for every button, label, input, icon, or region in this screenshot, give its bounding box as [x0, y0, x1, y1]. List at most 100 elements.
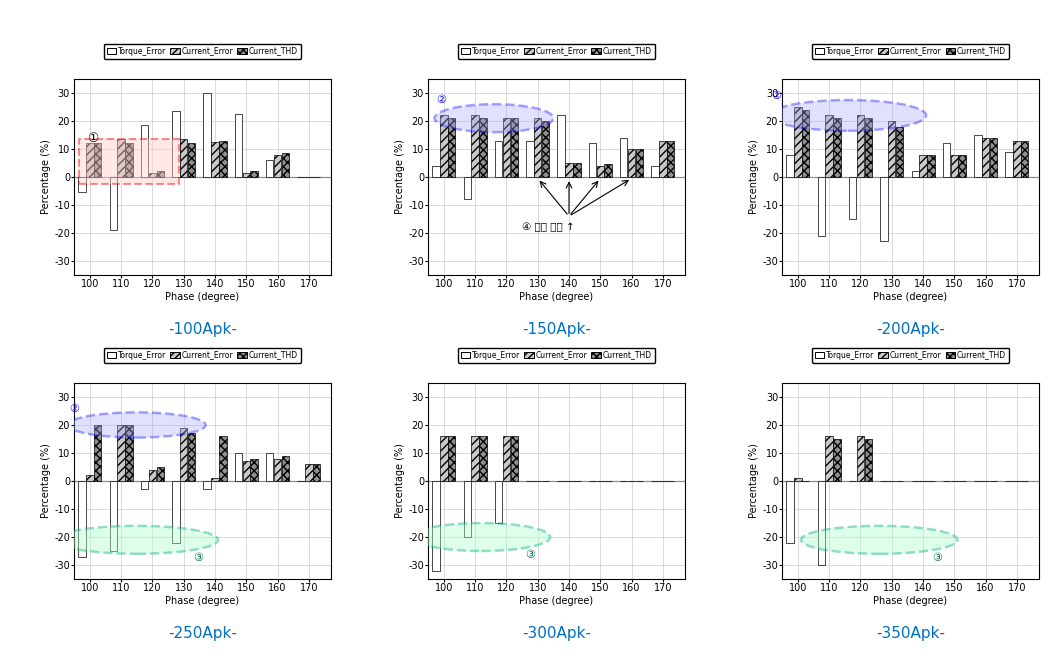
- Bar: [1021, 141, 1028, 177]
- Bar: [125, 143, 132, 177]
- Bar: [94, 143, 102, 177]
- X-axis label: Phase (degree): Phase (degree): [165, 596, 240, 606]
- Bar: [313, 464, 320, 481]
- Bar: [636, 149, 643, 177]
- Text: -350Apk-: -350Apk-: [876, 626, 946, 641]
- Bar: [273, 155, 281, 177]
- Bar: [534, 118, 542, 177]
- Bar: [511, 436, 518, 481]
- Bar: [141, 481, 148, 490]
- Bar: [565, 163, 572, 177]
- Y-axis label: Percentage (%): Percentage (%): [749, 139, 759, 215]
- Y-axis label: Percentage (%): Percentage (%): [41, 139, 51, 215]
- Bar: [620, 138, 628, 177]
- Bar: [628, 149, 635, 177]
- Bar: [896, 126, 903, 177]
- Bar: [463, 481, 471, 537]
- Text: -100Apk-: -100Apk-: [169, 322, 236, 337]
- Bar: [849, 177, 856, 219]
- Bar: [511, 118, 518, 177]
- Bar: [463, 177, 471, 199]
- Bar: [880, 177, 887, 241]
- Bar: [180, 428, 188, 481]
- Bar: [440, 436, 447, 481]
- Bar: [865, 118, 872, 177]
- Bar: [495, 481, 502, 523]
- Ellipse shape: [801, 526, 957, 554]
- Bar: [479, 436, 487, 481]
- Bar: [817, 177, 825, 236]
- Bar: [1013, 141, 1021, 177]
- FancyBboxPatch shape: [78, 139, 179, 184]
- Bar: [448, 118, 456, 177]
- Bar: [266, 160, 273, 177]
- Text: ②: ②: [436, 95, 446, 105]
- Y-axis label: Percentage (%): Percentage (%): [395, 139, 405, 215]
- Bar: [78, 481, 86, 557]
- Bar: [188, 143, 195, 177]
- Bar: [125, 425, 132, 481]
- Text: ②: ②: [772, 91, 781, 101]
- Bar: [597, 166, 604, 177]
- Y-axis label: Percentage (%): Percentage (%): [749, 443, 759, 519]
- Legend: Torque_Error, Current_Error, Current_THD: Torque_Error, Current_Error, Current_THD: [812, 347, 1009, 363]
- Bar: [1005, 152, 1012, 177]
- Bar: [787, 481, 794, 543]
- Bar: [974, 135, 982, 177]
- Bar: [172, 481, 179, 543]
- Bar: [826, 115, 833, 177]
- Bar: [148, 470, 156, 481]
- Bar: [833, 439, 841, 481]
- Bar: [118, 139, 125, 177]
- Legend: Torque_Error, Current_Error, Current_THD: Torque_Error, Current_Error, Current_THD: [458, 43, 655, 59]
- Bar: [432, 481, 440, 570]
- Bar: [667, 141, 674, 177]
- Bar: [148, 173, 156, 177]
- Ellipse shape: [55, 526, 218, 554]
- Bar: [282, 456, 289, 481]
- Bar: [472, 436, 479, 481]
- Bar: [958, 155, 966, 177]
- Bar: [157, 172, 164, 177]
- Bar: [558, 115, 565, 177]
- Bar: [141, 125, 148, 177]
- Bar: [495, 141, 502, 177]
- Bar: [951, 155, 958, 177]
- Bar: [78, 177, 86, 192]
- Bar: [172, 111, 179, 177]
- Bar: [919, 155, 926, 177]
- Bar: [573, 163, 581, 177]
- Bar: [250, 172, 258, 177]
- Bar: [794, 478, 801, 481]
- Ellipse shape: [412, 523, 550, 551]
- Bar: [865, 439, 872, 481]
- Bar: [204, 93, 211, 177]
- Legend: Torque_Error, Current_Error, Current_THD: Torque_Error, Current_Error, Current_THD: [812, 43, 1009, 59]
- X-axis label: Phase (degree): Phase (degree): [519, 596, 594, 606]
- Text: ③: ③: [193, 553, 204, 563]
- Text: -200Apk-: -200Apk-: [877, 322, 944, 337]
- Bar: [448, 436, 456, 481]
- Legend: Torque_Error, Current_Error, Current_THD: Torque_Error, Current_Error, Current_THD: [458, 347, 655, 363]
- Bar: [118, 425, 125, 481]
- Bar: [266, 453, 273, 481]
- Bar: [990, 138, 997, 177]
- Bar: [180, 139, 188, 177]
- Bar: [250, 459, 258, 481]
- Bar: [211, 478, 218, 481]
- Text: ②: ②: [70, 403, 80, 413]
- Y-axis label: Percentage (%): Percentage (%): [395, 443, 405, 519]
- Bar: [502, 436, 510, 481]
- X-axis label: Phase (degree): Phase (degree): [165, 292, 240, 302]
- Bar: [659, 141, 667, 177]
- Text: ④ 진류 오자 ↑: ④ 진류 오자 ↑: [523, 222, 575, 232]
- Text: -150Apk-: -150Apk-: [523, 322, 590, 337]
- Text: ①: ①: [87, 132, 98, 145]
- Bar: [157, 467, 164, 481]
- Y-axis label: Percentage (%): Percentage (%): [41, 443, 51, 519]
- Bar: [109, 177, 117, 230]
- Bar: [273, 459, 281, 481]
- Bar: [479, 118, 487, 177]
- Legend: Torque_Error, Current_Error, Current_THD: Torque_Error, Current_Error, Current_THD: [104, 43, 301, 59]
- Bar: [282, 153, 289, 177]
